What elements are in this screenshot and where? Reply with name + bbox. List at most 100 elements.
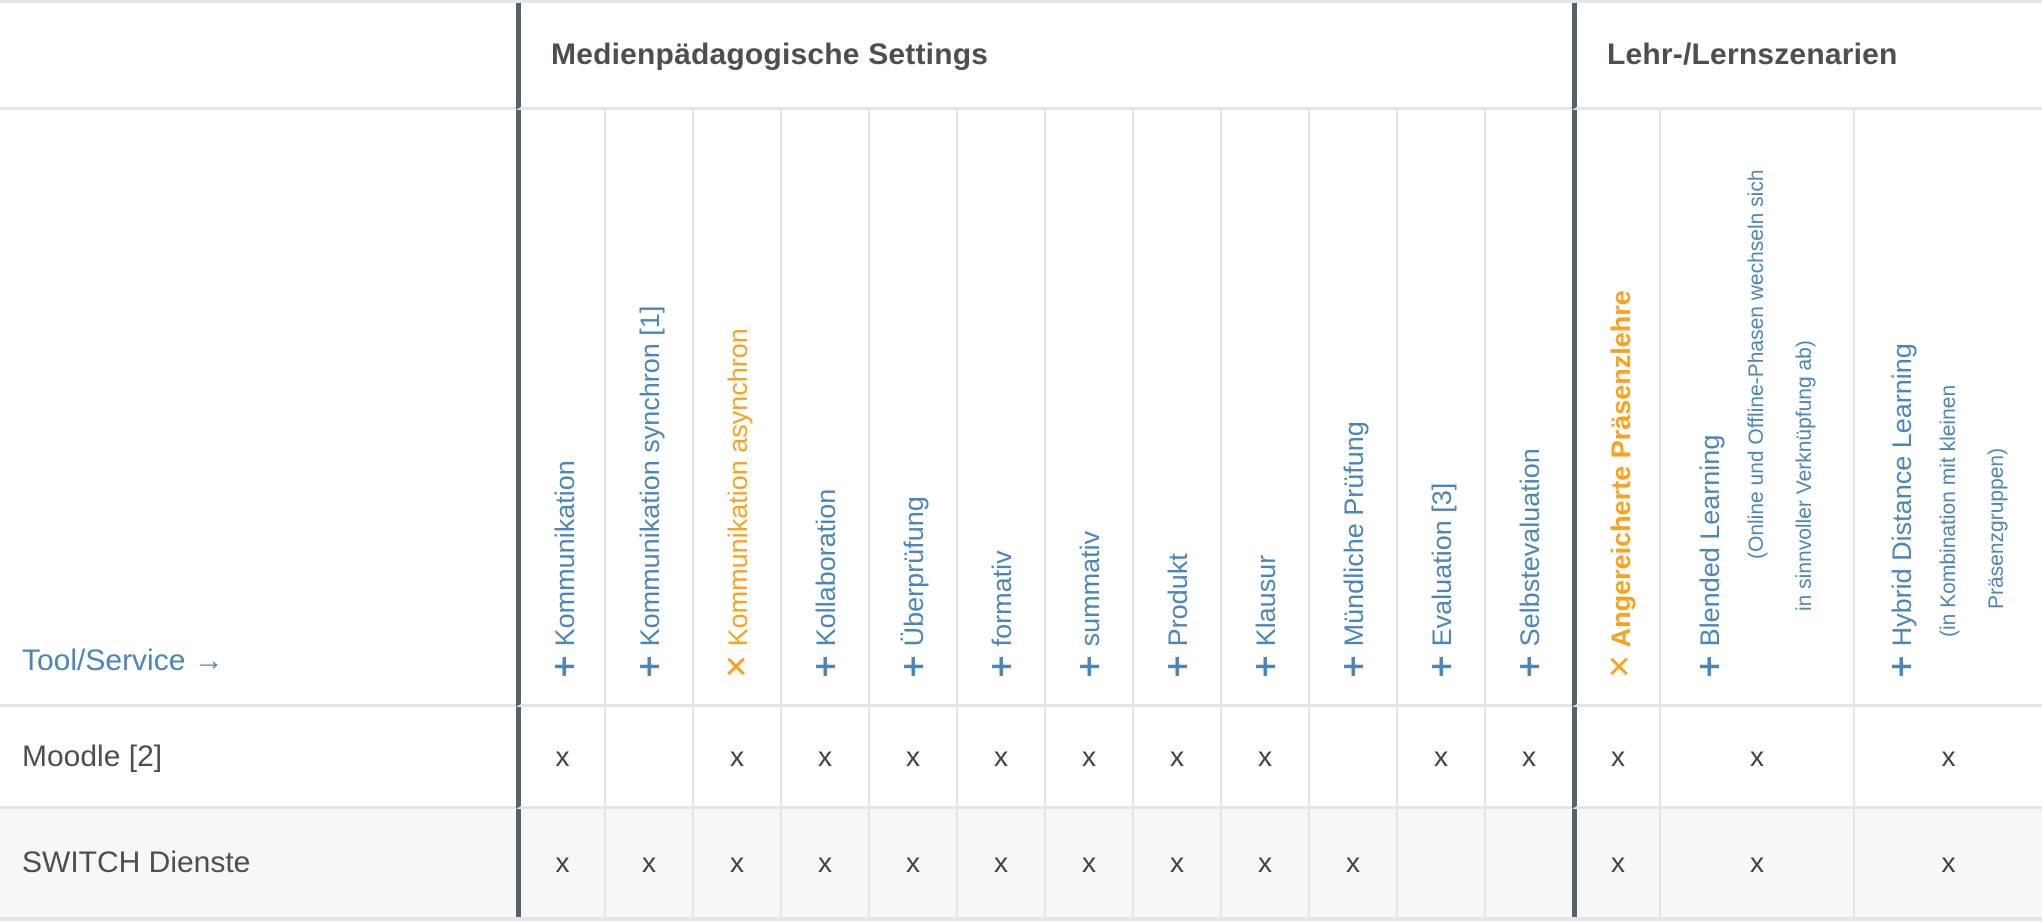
column-header-cell: + Kommunikation [516, 110, 604, 707]
column-header-cell: + Selbstevaluation [1484, 110, 1572, 707]
column-header-line: + Hybrid Distance Learning [1879, 112, 1925, 704]
column-header-cell: + formativ [956, 110, 1044, 707]
mark-cell: x [1220, 707, 1308, 809]
cross-icon: ✕ [720, 653, 755, 679]
column-header-cell: + Mündliche Prüfung [1308, 110, 1396, 707]
column-header-cell: + Überprüfung [868, 110, 956, 707]
mark-cell [604, 707, 692, 809]
row-label: Moodle [2] [0, 707, 516, 809]
mark-cell: x [1659, 809, 1853, 917]
column-header-line: + Evaluation [3] [1419, 112, 1465, 704]
column-header-label: Überprüfung [899, 496, 929, 647]
column-header-line: + Überprüfung [891, 112, 937, 704]
column-header-label: Blended Learning [1695, 434, 1725, 647]
plus-icon: + [896, 653, 931, 679]
mark-cell: x [780, 809, 868, 917]
column-header-label: Klausur [1251, 554, 1281, 647]
mark-cell [1484, 809, 1572, 917]
mark-cell: x [516, 809, 604, 917]
mark-cell: x [1044, 809, 1132, 917]
plus-icon: + [808, 653, 843, 679]
group-header-label: Lehr-/Lernszenarien [1607, 38, 1898, 71]
mark-cell: x [1572, 809, 1659, 917]
mark-cell: x [604, 809, 692, 917]
column-header-line: + summativ [1067, 112, 1113, 704]
column-header-cell: + Produkt [1132, 110, 1220, 707]
plus-icon: + [1883, 653, 1919, 679]
column-header-cell: + Evaluation [3] [1396, 110, 1484, 707]
cross-icon: ✕ [1602, 653, 1638, 679]
column-header-cell: + Hybrid Distance Learning (in Kombinatio… [1853, 110, 2042, 707]
tool-service-label: Tool/Service → [22, 644, 224, 677]
column-header-cell: ✕ Kommunikation asynchron [692, 110, 780, 707]
plus-icon: + [1248, 653, 1283, 679]
mark-cell: x [1132, 707, 1220, 809]
mark-cell: x [868, 707, 956, 809]
column-header-label: Angereicherte Präsenzlehre [1605, 290, 1636, 648]
column-header-cell: + Blended Learning (Online und Offline-Ph… [1659, 110, 1853, 707]
column-header-label: formativ [987, 550, 1017, 647]
column-header-line: + Kommunikation synchron [1] [627, 112, 673, 704]
column-header-subtext: in sinnvoller Verknüpfung ab) [1793, 340, 1816, 611]
plus-icon: + [547, 653, 582, 679]
column-header-label: Selbstevaluation [1515, 448, 1545, 647]
column-header-cell: ✕ Angereicherte Präsenzlehre [1572, 110, 1659, 707]
column-header-label: Mündliche Prüfung [1339, 421, 1369, 647]
column-header-line: ✕ Kommunikation asynchron [715, 112, 761, 704]
column-header-label: Kollaboration [811, 488, 841, 647]
mark-cell: x [780, 707, 868, 809]
mark-cell: x [956, 707, 1044, 809]
plus-icon: + [1160, 653, 1195, 679]
plus-icon: + [984, 653, 1019, 679]
mark-cell: x [1132, 809, 1220, 917]
column-header-cell: + Kollaboration [780, 110, 868, 707]
mark-cell [1308, 707, 1396, 809]
column-header-line: + Mündliche Prüfung [1331, 112, 1377, 704]
mark-cell: x [692, 707, 780, 809]
mark-cell: x [956, 809, 1044, 917]
mark-cell: x [868, 809, 956, 917]
mark-cell: x [1308, 809, 1396, 917]
column-header-subtext: (in Kombination mit kleinen [1936, 384, 1960, 637]
mark-cell: x [1853, 707, 2042, 809]
plus-icon: + [1072, 653, 1107, 679]
column-header-line: + Kollaboration [803, 112, 849, 704]
mark-cell: x [1220, 809, 1308, 917]
plus-icon: + [632, 653, 667, 679]
group-header-lehr-lernszenarien: Lehr-/Lernszenarien [1572, 3, 2042, 110]
column-header-label: Hybrid Distance Learning [1886, 343, 1917, 647]
mark-cell: x [1572, 707, 1659, 809]
column-header-label: Produkt [1163, 553, 1193, 647]
column-header-line: + formativ [979, 112, 1025, 704]
mark-cell: x [1659, 707, 1853, 809]
column-header-label: Kommunikation asynchron [723, 328, 753, 647]
column-header-line: + Blended Learning [1687, 112, 1733, 704]
column-header-cell: + Klausur [1220, 110, 1308, 707]
column-header-cell: + summativ [1044, 110, 1132, 707]
column-header-line: + Kommunikation [542, 112, 588, 704]
corner-blank-cell [0, 3, 516, 110]
mark-cell: x [1484, 707, 1572, 809]
column-header-label: Evaluation [3] [1427, 482, 1457, 647]
column-header-subtext: (Online und Offline-Phasen wechseln sich [1745, 169, 1768, 560]
column-header-cell: + Kommunikation synchron [1] [604, 110, 692, 707]
mark-cell: x [1044, 707, 1132, 809]
mark-cell: x [1853, 809, 2042, 917]
column-header-line: + Klausur [1243, 112, 1289, 704]
column-header-label: summativ [1075, 530, 1105, 647]
mark-cell [1396, 809, 1484, 917]
mark-cell: x [692, 809, 780, 917]
group-header-label: Medienpädagogische Settings [551, 38, 989, 71]
column-header-subtext: Präsenzgruppen) [1984, 447, 2008, 609]
column-header-label: Kommunikation [550, 460, 580, 647]
group-header-medienpaedagogische-settings: Medienpädagogische Settings [516, 3, 1572, 110]
row-label: SWITCH Dienste [0, 809, 516, 917]
corner-label-cell: Tool/Service → [0, 110, 516, 707]
mark-cell: x [516, 707, 604, 809]
column-header-label: Kommunikation synchron [1] [635, 305, 665, 647]
column-header-line: + Selbstevaluation [1507, 112, 1553, 704]
column-header-line: + Produkt [1155, 112, 1201, 704]
plus-icon: + [1336, 653, 1371, 679]
